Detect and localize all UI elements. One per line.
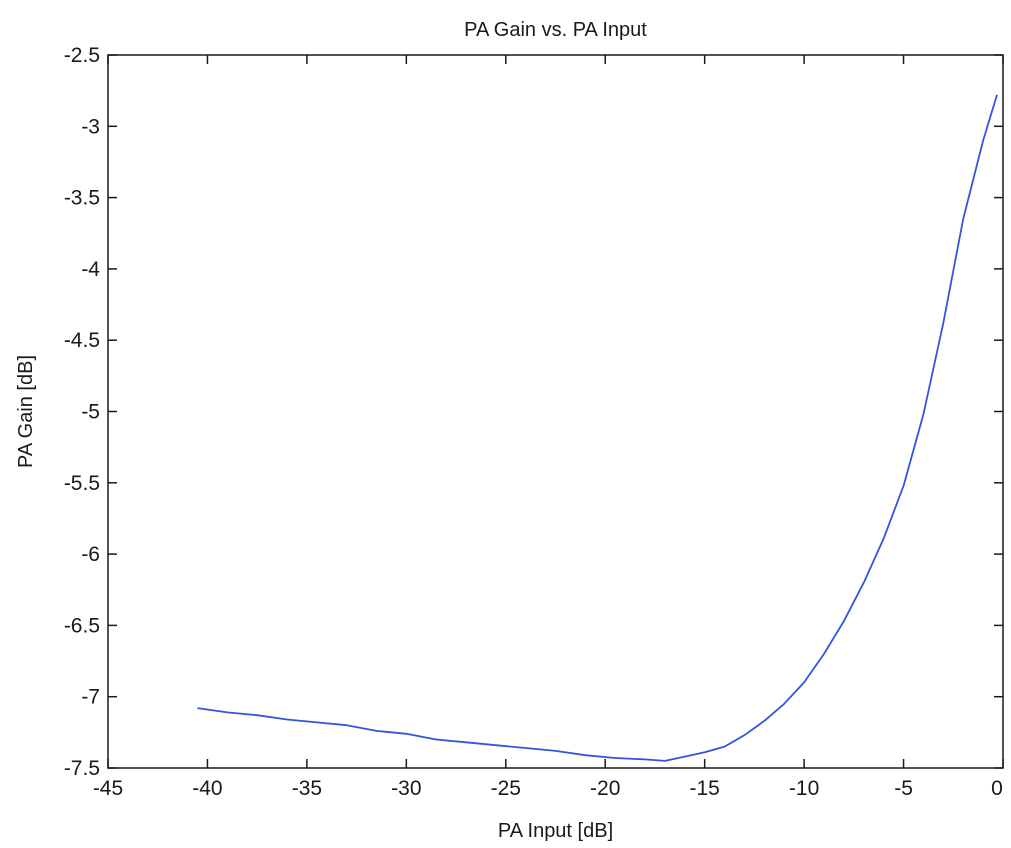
y-tick-label: -3: [81, 115, 100, 138]
x-tick-label: -40: [192, 777, 222, 800]
chart-title: PA Gain vs. PA Input: [464, 19, 647, 41]
y-tick-label: -3.5: [64, 187, 100, 210]
x-tick-label: 0: [991, 777, 1003, 800]
y-tick-label: -4: [81, 258, 100, 281]
x-tick-label: -25: [491, 777, 521, 800]
plot-area-frame: [107, 54, 1004, 769]
y-tick-label: -7.5: [64, 757, 100, 780]
y-axis-label: PA Gain [dB]: [15, 355, 37, 468]
y-tick-label: -6.5: [64, 614, 100, 637]
y-tick-label: -6: [81, 543, 100, 566]
x-tick-label: -20: [590, 777, 620, 800]
series-layer: [197, 94, 998, 762]
series-line: [197, 94, 998, 762]
x-tick-label: -30: [391, 777, 421, 800]
x-tick-label: -15: [689, 777, 719, 800]
x-axis-label: PA Input [dB]: [498, 820, 613, 842]
x-tick-label: -35: [292, 777, 322, 800]
y-tick-label: -5.5: [64, 472, 100, 495]
y-tick-label: -5: [81, 401, 100, 424]
y-tick-label: -7: [81, 686, 100, 709]
y-tick-label: -2.5: [64, 44, 100, 67]
y-axis-ticks: -2.5 -3 -3.5 -4 -4.5 -5 -5.5 -6 -6.5 -7 -7.5: [64, 44, 1003, 780]
x-axis-ticks: -45 -40 -35 -30 -25 -20 -15 -10 -5 0: [93, 55, 1004, 800]
x-tick-label: -5: [894, 777, 913, 800]
x-tick-label: -45: [93, 777, 123, 800]
y-tick-label: -4.5: [64, 329, 100, 352]
x-tick-label: -10: [789, 777, 819, 800]
